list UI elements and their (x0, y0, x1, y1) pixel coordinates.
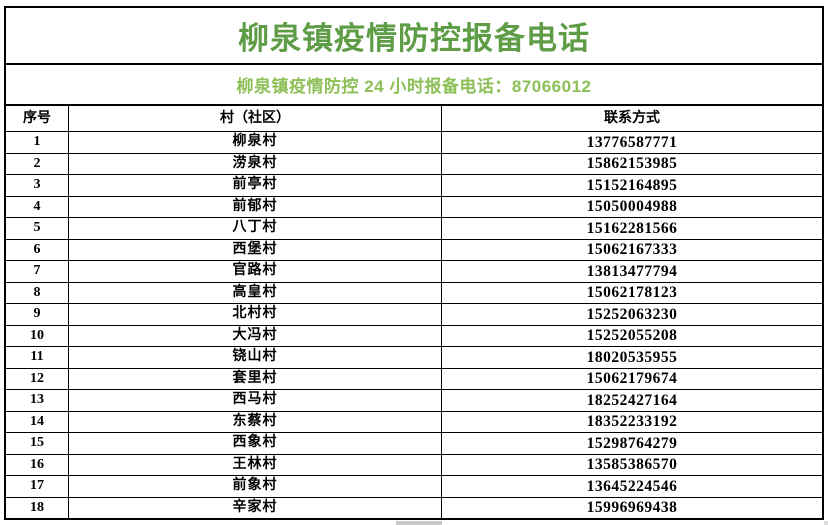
table-row: 14 东蔡村 18352233192 (6, 410, 822, 432)
column-header-phone: 联系方式 (441, 106, 822, 131)
village-name-cell: 官路村 (68, 261, 441, 282)
phone-number-cell: 15152164895 (441, 175, 822, 196)
serial-number-cell: 11 (30, 349, 44, 365)
serial-number-cell: 9 (33, 306, 41, 322)
serial-number-cell: 12 (30, 370, 44, 386)
table-row: 8 高皇村 15062178123 (6, 281, 822, 303)
serial-number-cell: 4 (33, 198, 41, 214)
phone-number-cell: 15062179674 (441, 368, 822, 389)
serial-number-cell: 1 (33, 134, 41, 150)
serial-number-cell: 14 (30, 413, 44, 429)
table-header-row: 序号 村（社区） 联系方式 (6, 106, 822, 131)
phone-number-cell: 13585386570 (441, 454, 822, 475)
table-row: 10 大冯村 15252055208 (6, 324, 822, 346)
table-row: 9 北村村 15252063230 (6, 303, 822, 325)
hotline-subtitle: 柳泉镇疫情防控 24 小时报备电话：87066012 (6, 65, 822, 106)
serial-number-cell: 2 (33, 155, 41, 171)
phone-number-cell: 18020535955 (441, 347, 822, 368)
village-name-cell: 王林村 (68, 454, 441, 475)
village-name-cell: 大冯村 (68, 325, 441, 346)
serial-number-cell: 16 (30, 456, 44, 472)
table-row: 15 西象村 15298764279 (6, 432, 822, 454)
serial-number-cell: 17 (30, 478, 44, 494)
table-row: 1 柳泉村 13776587771 (6, 131, 822, 153)
village-name-cell: 东蔡村 (68, 411, 441, 432)
phone-number-cell: 15996969438 (441, 497, 822, 518)
phone-number-cell: 13645224546 (441, 476, 822, 497)
phone-number-cell: 15050004988 (441, 196, 822, 217)
village-name-cell: 前郁村 (68, 196, 441, 217)
column-header-serial: 序号 (23, 110, 51, 126)
table-row: 4 前郁村 15050004988 (6, 195, 822, 217)
table-row: 7 官路村 13813477794 (6, 260, 822, 282)
phone-number-cell: 15252063230 (441, 304, 822, 325)
table-row: 18 辛家村 15996969438 (6, 496, 822, 518)
village-name-cell: 西马村 (68, 390, 441, 411)
serial-number-cell: 10 (30, 327, 44, 343)
table-row: 11 铙山村 18020535955 (6, 346, 822, 368)
village-name-cell: 西象村 (68, 433, 441, 454)
village-name-cell: 西堡村 (68, 239, 441, 260)
village-name-cell: 高皇村 (68, 282, 441, 303)
serial-number-cell: 5 (33, 220, 41, 236)
phone-number-cell: 15862153985 (441, 153, 822, 174)
contact-table-body: 序号 村（社区） 联系方式 1 柳泉村 13776587771 2 涝泉村 15… (6, 106, 822, 518)
table-row: 16 王林村 13585386570 (6, 453, 822, 475)
table-row: 6 西堡村 15062167333 (6, 238, 822, 260)
serial-number-cell: 3 (33, 177, 41, 193)
village-name-cell: 前象村 (68, 476, 441, 497)
column-header-village: 村（社区） (68, 106, 441, 131)
phone-number-cell: 15062167333 (441, 239, 822, 260)
serial-number-cell: 6 (33, 241, 41, 257)
phone-number-cell: 18252427164 (441, 390, 822, 411)
phone-number-cell: 15298764279 (441, 433, 822, 454)
table-row: 3 前亭村 15152164895 (6, 174, 822, 196)
phone-number-cell: 13813477794 (441, 261, 822, 282)
phone-number-cell: 15062178123 (441, 282, 822, 303)
phone-number-cell: 18352233192 (441, 411, 822, 432)
document-title: 柳泉镇疫情防控报备电话 (6, 8, 822, 65)
serial-number-cell: 15 (30, 435, 44, 451)
village-name-cell: 套里村 (68, 368, 441, 389)
village-name-cell: 八丁村 (68, 218, 441, 239)
village-name-cell: 铙山村 (68, 347, 441, 368)
epidemic-contact-table: 柳泉镇疫情防控报备电话 柳泉镇疫情防控 24 小时报备电话：87066012 序… (4, 6, 824, 520)
serial-number-cell: 18 (30, 499, 44, 515)
serial-number-cell: 8 (33, 284, 41, 300)
table-row: 17 前象村 13645224546 (6, 475, 822, 497)
partial-next-row-artifact (396, 521, 442, 525)
table-row: 5 八丁村 15162281566 (6, 217, 822, 239)
village-name-cell: 北村村 (68, 304, 441, 325)
village-name-cell: 涝泉村 (68, 153, 441, 174)
table-row: 12 套里村 15062179674 (6, 367, 822, 389)
village-name-cell: 辛家村 (68, 497, 441, 518)
phone-number-cell: 13776587771 (441, 132, 822, 153)
phone-number-cell: 15162281566 (441, 218, 822, 239)
village-name-cell: 柳泉村 (68, 132, 441, 153)
serial-number-cell: 13 (30, 392, 44, 408)
serial-number-cell: 7 (33, 263, 41, 279)
page-edge-artifact (824, 521, 828, 525)
phone-number-cell: 15252055208 (441, 325, 822, 346)
village-name-cell: 前亭村 (68, 175, 441, 196)
table-row: 2 涝泉村 15862153985 (6, 152, 822, 174)
table-row: 13 西马村 18252427164 (6, 389, 822, 411)
